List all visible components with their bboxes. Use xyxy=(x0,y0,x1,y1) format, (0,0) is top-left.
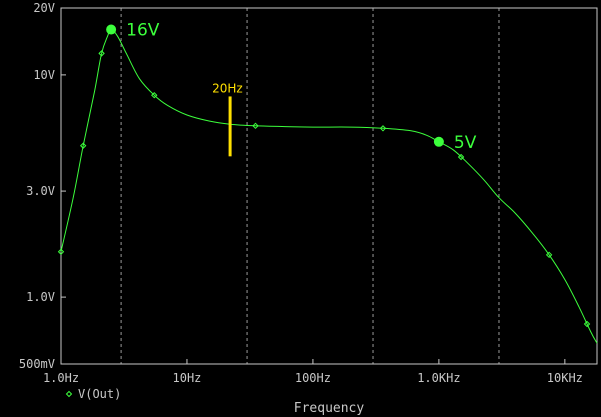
x-tick-label: 1.0KHz xyxy=(417,371,460,385)
series-point-marker xyxy=(252,122,259,130)
y-tick-label: 20V xyxy=(33,1,55,15)
plot-frame xyxy=(60,7,598,365)
x-tick-label: 100Hz xyxy=(295,371,331,385)
grid xyxy=(120,8,500,364)
legend-label: V(Out) xyxy=(78,387,121,401)
legend-marker-icon xyxy=(65,390,73,398)
series-point-marker xyxy=(583,320,591,328)
x-axis-label: Frequency xyxy=(294,401,365,416)
annotations: 16V 5V 20Hz xyxy=(106,21,477,157)
x-tick-label: 1.0Hz xyxy=(43,371,79,385)
y-axis-ticks: 20V 10V 3.0V 1.0V 500mV xyxy=(19,1,66,371)
y-tick-label: 3.0V xyxy=(26,184,55,198)
legend: V(Out) xyxy=(65,387,121,401)
series-point-marker xyxy=(151,92,158,99)
series-point-marker xyxy=(457,153,465,161)
y-tick-label: 1.0V xyxy=(26,290,55,304)
series-point-marker xyxy=(57,248,65,255)
y-tick-label: 500mV xyxy=(19,357,55,371)
y-tick-label: 10V xyxy=(33,68,55,82)
annotation-dot xyxy=(433,136,444,147)
x-axis-ticks: 1.0Hz 10Hz 100Hz 1.0KHz 10KHz xyxy=(43,359,583,385)
x-tick-label: 10Hz xyxy=(173,371,202,385)
series-point-marker xyxy=(545,251,553,259)
x-tick-label: 10KHz xyxy=(547,371,583,385)
annotation-dot xyxy=(106,24,117,35)
annotation-label: 16V xyxy=(126,21,160,41)
series-point-marker xyxy=(79,142,87,149)
annotation-label: 20Hz xyxy=(212,81,243,95)
series-point-marker xyxy=(379,125,387,132)
annotation-label: 5V xyxy=(454,133,477,153)
series-point-marker xyxy=(98,50,105,57)
